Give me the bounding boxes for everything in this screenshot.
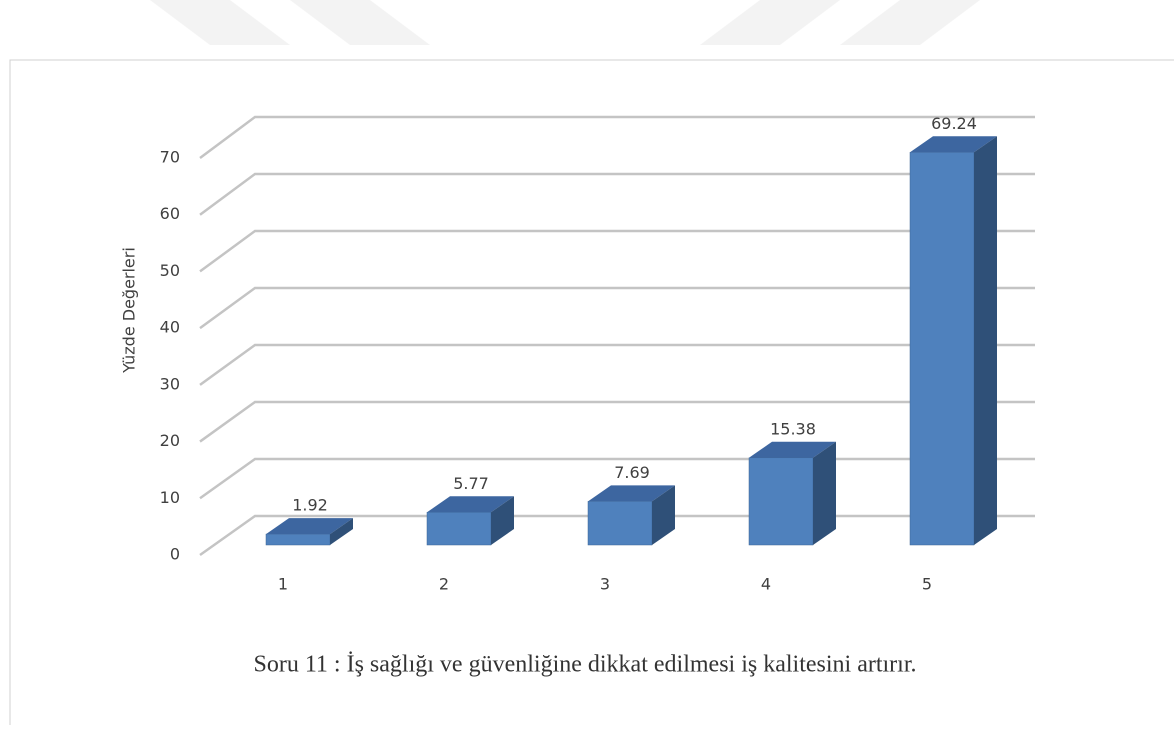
value-label: 5.77	[453, 474, 489, 493]
grid-line	[199, 172, 1035, 216]
bar-top	[588, 485, 675, 502]
bar-front	[426, 512, 492, 546]
y-axis-label: Yüzde Değerleri	[120, 247, 139, 374]
y-tick-label: 20	[160, 431, 180, 450]
x-tick-label: 1	[278, 575, 288, 594]
bar-top	[266, 518, 353, 535]
caption: Soru 11 : İş sağlığı ve güvenliğine dikk…	[253, 652, 916, 678]
y-tick-label: 10	[160, 488, 180, 507]
y-tick-label: 0	[170, 545, 180, 564]
x-tick-label: 5	[922, 575, 932, 594]
bar-front	[587, 501, 653, 546]
y-tick-label: 50	[160, 261, 180, 280]
value-label: 15.38	[770, 419, 816, 438]
grid-line	[199, 286, 1035, 330]
bar-front	[265, 533, 331, 546]
value-label: 69.24	[931, 114, 977, 133]
grid-line	[199, 115, 1035, 160]
watermark	[150, 0, 980, 45]
bar-top	[749, 441, 836, 458]
x-tick-label: 4	[761, 575, 771, 594]
bar-front	[909, 152, 975, 546]
y-tick-label: 70	[160, 148, 180, 167]
y-tick-label: 60	[160, 204, 180, 223]
bar-side	[491, 496, 514, 545]
bar-front	[748, 457, 814, 546]
grid-line	[199, 343, 1035, 386]
y-tick-label: 40	[160, 318, 180, 337]
value-label: 1.92	[292, 496, 328, 515]
value-label: 7.69	[614, 463, 650, 482]
bar-side	[652, 485, 675, 545]
bar-side	[330, 518, 353, 545]
x-tick-label: 2	[439, 575, 449, 594]
bar-top	[427, 496, 514, 513]
grid-line	[199, 229, 1035, 273]
frame	[9, 59, 1174, 729]
y-tick-label: 30	[160, 374, 180, 393]
grid-line	[199, 400, 1035, 443]
bar-side	[813, 441, 836, 545]
bar-top	[910, 136, 997, 153]
x-tick-label: 3	[600, 575, 610, 594]
bar-side	[974, 136, 997, 545]
